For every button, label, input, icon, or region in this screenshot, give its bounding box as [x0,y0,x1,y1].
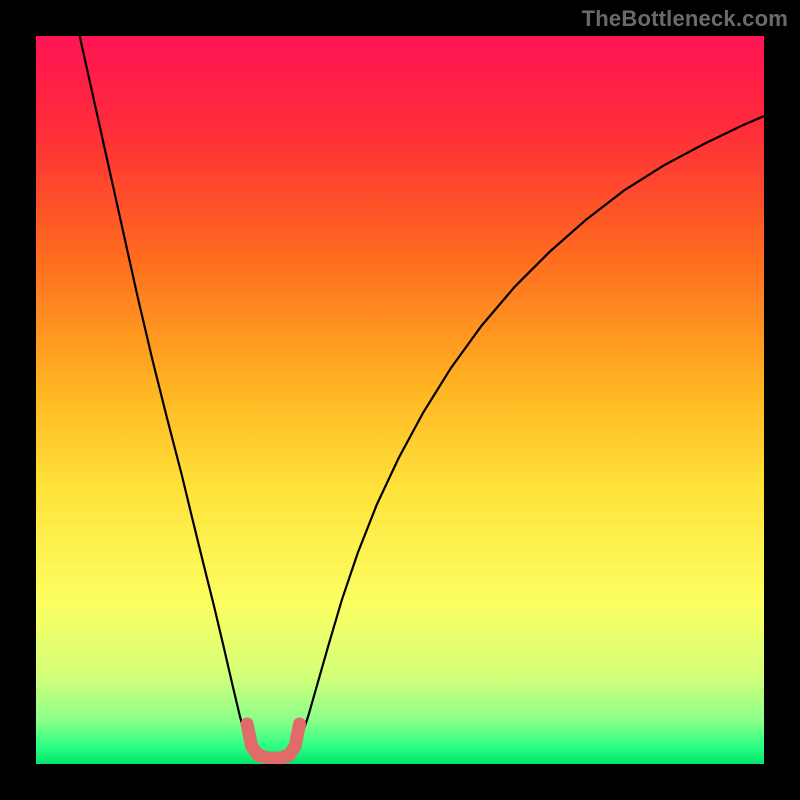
plot-area [36,36,764,764]
curve-layer [36,36,764,764]
trough-marker [247,724,299,758]
watermark-text: TheBottleneck.com [582,6,788,32]
bottleneck-curve [80,36,764,760]
chart-frame: TheBottleneck.com [0,0,800,800]
